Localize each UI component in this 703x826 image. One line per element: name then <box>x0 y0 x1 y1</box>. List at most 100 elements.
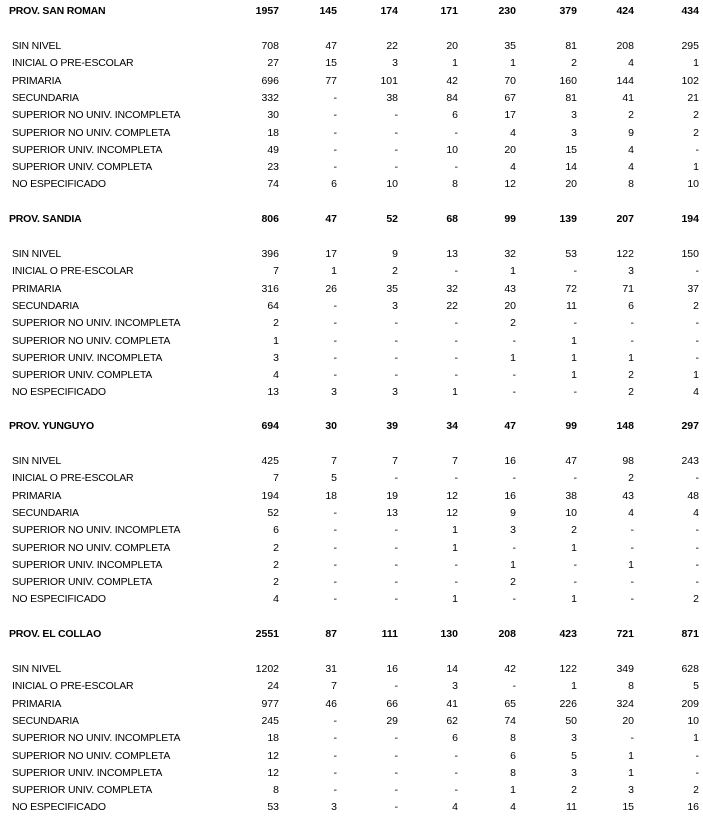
value-cell: 160 <box>559 74 577 87</box>
value-cell: 8 <box>510 732 516 745</box>
value-cell: - <box>333 143 338 156</box>
value-cell: 42 <box>504 663 516 675</box>
value-cell: - <box>394 576 399 589</box>
value-cell: 425 <box>261 455 279 467</box>
total-cell: 145 <box>319 5 337 17</box>
value-cell: - <box>695 265 700 278</box>
value-cell: 20 <box>565 178 577 191</box>
value-cell: - <box>394 126 399 139</box>
value-cell: 3 <box>628 265 634 278</box>
value-cell: 12 <box>267 749 279 762</box>
value-cell: - <box>333 299 338 312</box>
value-cell: 27 <box>267 57 279 70</box>
value-cell: 38 <box>565 489 577 502</box>
value-cell: 1 <box>510 265 516 278</box>
value-cell: 31 <box>325 663 337 675</box>
table-row: SUPERIOR UNIV. COMPLETA 2 - - - 2 - - - <box>0 574 703 590</box>
value-cell: 7 <box>452 455 458 467</box>
value-cell: - <box>630 334 635 347</box>
value-cell: 20 <box>622 714 634 727</box>
value-cell: - <box>333 109 338 122</box>
value-cell: - <box>333 576 338 589</box>
value-cell: 1202 <box>255 663 279 675</box>
value-cell: 11 <box>566 299 577 312</box>
value-cell: - <box>630 576 635 589</box>
row-label: SUPERIOR NO UNIV. COMPLETA <box>12 541 171 554</box>
table-row: PRIMARIA 194 18 19 12 16 38 43 48 <box>0 488 703 504</box>
table-row: NO ESPECIFICADO 13 3 3 1 - - 2 4 <box>0 384 703 400</box>
value-cell: 122 <box>559 663 577 675</box>
value-cell: 37 <box>687 282 699 295</box>
value-cell: 43 <box>504 282 516 295</box>
table-row: INICIAL O PRE-ESCOLAR 7 5 - - - - 2 - <box>0 470 703 486</box>
table-row: SUPERIOR NO UNIV. COMPLETA 18 - - - 4 3 9 2 <box>0 125 703 141</box>
value-cell: - <box>394 161 399 174</box>
value-cell: 1 <box>693 732 699 745</box>
table-row: INICIAL O PRE-ESCOLAR 24 7 - 3 - 1 8 5 <box>0 678 703 694</box>
value-cell: 2 <box>571 57 577 70</box>
value-cell: - <box>695 334 700 347</box>
value-cell: - <box>333 732 338 745</box>
value-cell: 43 <box>622 489 634 502</box>
value-cell: - <box>630 317 635 330</box>
value-cell: 1 <box>628 351 634 364</box>
row-label: INICIAL O PRE-ESCOLAR <box>12 265 134 278</box>
value-cell: - <box>394 801 399 814</box>
row-label: SUPERIOR UNIV. COMPLETA <box>12 784 153 797</box>
value-cell: 15 <box>622 801 634 814</box>
value-cell: - <box>695 749 700 762</box>
value-cell: 628 <box>681 663 699 675</box>
total-cell: 379 <box>559 5 577 17</box>
value-cell: - <box>512 680 517 693</box>
value-cell: - <box>630 524 635 537</box>
value-cell: 12 <box>446 506 458 519</box>
total-cell: 806 <box>261 213 279 225</box>
value-cell: 6 <box>452 732 458 745</box>
value-cell: - <box>454 558 459 571</box>
value-cell: 3 <box>628 784 634 797</box>
value-cell: 49 <box>267 143 279 156</box>
row-label: SUPERIOR NO UNIV. INCOMPLETA <box>12 109 181 122</box>
province-title: PROV. SAN ROMAN <box>9 5 106 17</box>
total-cell: 30 <box>325 420 337 432</box>
value-cell: 46 <box>325 697 337 710</box>
table-row: SUPERIOR NO UNIV. COMPLETA 1 - - - - 1 - - <box>0 333 703 349</box>
total-cell: 111 <box>381 628 398 640</box>
value-cell: 6 <box>510 749 516 762</box>
value-cell: - <box>695 143 700 156</box>
value-cell: - <box>695 766 700 779</box>
province-title: PROV. YUNGUYO <box>9 420 94 432</box>
total-cell: 130 <box>440 628 458 640</box>
value-cell: 150 <box>681 248 699 260</box>
value-cell: 14 <box>446 663 458 675</box>
value-cell: - <box>573 265 578 278</box>
value-cell: 17 <box>325 248 337 260</box>
table-row: SUPERIOR NO UNIV. INCOMPLETA 18 - - 6 8 3 - 1 <box>0 730 703 746</box>
value-cell: - <box>333 126 338 139</box>
table-row: SECUNDARIA 52 - 13 12 9 10 4 4 <box>0 505 703 521</box>
total-cell: 230 <box>498 5 516 17</box>
value-cell: 7 <box>273 265 279 278</box>
value-cell: - <box>454 351 459 364</box>
value-cell: 13 <box>386 506 398 519</box>
total-cell: 87 <box>325 628 337 640</box>
value-cell: 1 <box>452 386 458 399</box>
table-row: SUPERIOR UNIV. COMPLETA 8 - - - 1 2 3 2 <box>0 782 703 798</box>
value-cell: 1 <box>273 334 279 347</box>
table-row: INICIAL O PRE-ESCOLAR 7 1 2 - 1 - 3 - <box>0 263 703 279</box>
value-cell: 194 <box>261 489 279 502</box>
value-cell: 47 <box>565 455 577 467</box>
value-cell: 22 <box>386 40 398 52</box>
value-cell: - <box>573 576 578 589</box>
value-cell: 7 <box>331 455 337 467</box>
value-cell: - <box>512 386 517 399</box>
value-cell: - <box>512 369 517 382</box>
value-cell: 349 <box>616 663 634 675</box>
table-row: SUPERIOR UNIV. INCOMPLETA 12 - - - 8 3 1 - <box>0 765 703 781</box>
value-cell: - <box>512 334 517 347</box>
value-cell: 2 <box>571 524 577 537</box>
total-cell: 99 <box>565 420 577 432</box>
value-cell: 21 <box>687 91 699 104</box>
value-cell: - <box>394 732 399 745</box>
value-cell: 2 <box>510 576 516 589</box>
